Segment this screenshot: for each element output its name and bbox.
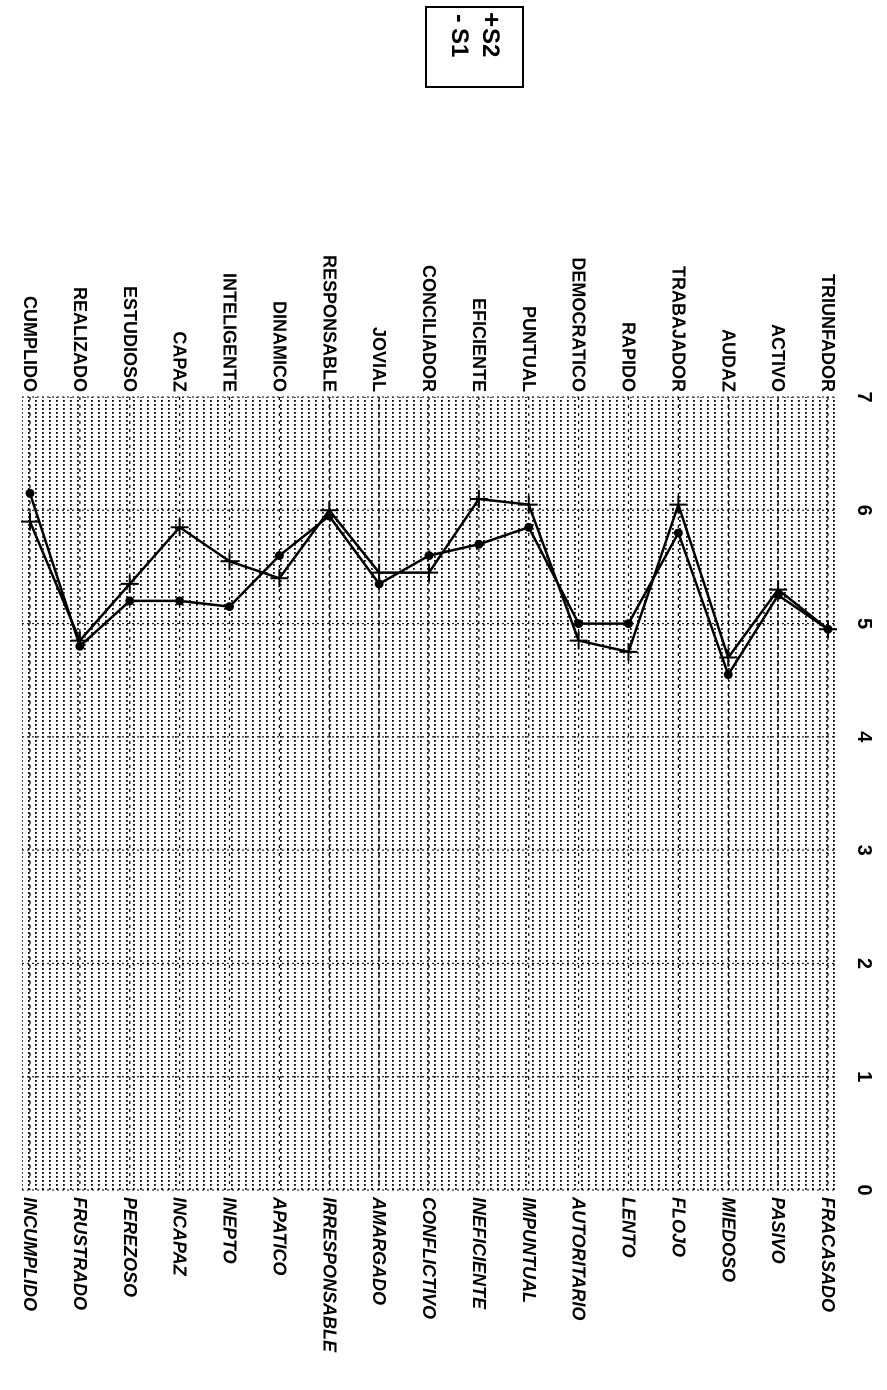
- right-category-labels: CUMPLIDO REALIZADO ESTUDIOSO CAPAZ INTELIGEN…: [20, 255, 838, 392]
- series-point-s1: [25, 488, 35, 498]
- left-pole-label: INEFICIENTE: [469, 1197, 489, 1310]
- series-point-s1: [274, 551, 284, 561]
- left-pole-label: CONFLICTIVO: [419, 1197, 439, 1319]
- left-pole-label: FRUSTRADO: [70, 1197, 90, 1310]
- series-point-s1: [574, 619, 584, 629]
- series-point-s1: [624, 619, 633, 629]
- left-pole-label: INEPTO: [220, 1197, 240, 1264]
- right-pole-label: AUDAZ: [718, 329, 738, 392]
- left-pole-label: FLOJO: [668, 1197, 688, 1257]
- series-point-s1: [175, 596, 185, 606]
- legend-s1-label: S1: [446, 28, 473, 57]
- series-point-s2: [370, 563, 389, 582]
- series-point-s1: [225, 602, 234, 612]
- left-pole-label: INCAPAZ: [170, 1197, 190, 1277]
- x-tick-label: 6: [853, 505, 875, 516]
- series-point-s2: [270, 569, 289, 588]
- series-point-s2: [220, 552, 239, 571]
- x-axis-ticks: 0 1 2 3 4 5 6 7: [853, 391, 875, 1195]
- right-pole-label: TRABAJADOR: [668, 266, 688, 392]
- legend-s1-marker: -: [446, 14, 476, 23]
- series-point-s1: [474, 539, 484, 549]
- right-pole-label: REALIZADO: [70, 287, 90, 392]
- series-point-s2: [719, 648, 738, 667]
- series-point-s2: [619, 642, 638, 661]
- left-pole-label: APATICO: [269, 1196, 289, 1275]
- series-point-s1: [125, 596, 135, 606]
- right-pole-label: CUMPLIDO: [20, 296, 40, 392]
- right-pole-label: JOVIAL: [369, 327, 389, 392]
- x-tick-label: 1: [853, 1071, 875, 1082]
- x-tick-label: 7: [853, 391, 875, 402]
- left-pole-label: MIEDOSO: [718, 1197, 738, 1282]
- right-pole-label: ACTIVO: [768, 324, 788, 392]
- legend: - S1 + S2: [425, 6, 524, 88]
- right-pole-label: DEMOCRATICO: [569, 257, 589, 392]
- right-pole-label: DINAMICO: [269, 301, 289, 392]
- series-point-s2: [70, 631, 89, 650]
- right-pole-label: TRIUNFADOR: [818, 274, 838, 392]
- series-point-s2: [320, 501, 339, 520]
- legend-box: [425, 6, 524, 88]
- left-pole-label: INCUMPLIDO: [20, 1197, 40, 1311]
- legend-s2-marker: +: [477, 12, 507, 27]
- series-point-s2: [120, 574, 139, 593]
- left-pole-label: IRRESPONSABLE: [319, 1197, 339, 1353]
- series-point-s2: [420, 563, 438, 582]
- x-tick-label: 0: [853, 1184, 875, 1195]
- series-lines: [21, 488, 837, 680]
- right-pole-label: PUNTUAL: [519, 306, 539, 392]
- x-tick-label: 2: [853, 958, 875, 969]
- series-point-s2: [769, 580, 788, 599]
- x-tick-label: 4: [853, 731, 875, 743]
- right-pole-label: ESTUDIOSO: [120, 286, 140, 392]
- series-point-s2: [669, 495, 688, 514]
- right-pole-label: RAPIDO: [619, 322, 639, 392]
- plot-dot-fill: [22, 397, 836, 1190]
- left-pole-label: FRACASADO: [818, 1197, 838, 1312]
- left-pole-label: PASIVO: [768, 1197, 788, 1264]
- series-point-s1: [424, 551, 434, 561]
- left-pole-label: AMARGADO: [369, 1196, 389, 1305]
- series-point-s1: [374, 579, 384, 589]
- left-category-labels: INCUMPLIDO FRUSTRADO PEREZOSO INCAPAZ INEPTO…: [20, 1196, 838, 1353]
- series-point-s2: [21, 512, 39, 531]
- series-point-s2: [569, 631, 588, 650]
- right-pole-label: CAPAZ: [170, 331, 190, 392]
- right-pole-label: RESPONSABLE: [319, 255, 339, 392]
- right-pole-label: CONCILIADOR: [419, 265, 439, 392]
- plot-area: [22, 397, 836, 1190]
- grid-lines: [22, 396, 836, 1191]
- right-pole-label: EFICIENTE: [469, 298, 489, 392]
- left-pole-label: PEREZOSO: [120, 1197, 140, 1297]
- x-tick-label: 3: [853, 845, 875, 856]
- series-point-s1: [524, 522, 534, 532]
- right-pole-label: INTELIGENTE: [220, 273, 240, 392]
- x-tick-label: 5: [853, 618, 875, 629]
- series-point-s2: [819, 620, 837, 639]
- left-pole-label: LENTO: [619, 1197, 639, 1258]
- left-pole-label: AUTORITARIO: [569, 1196, 589, 1320]
- series-point-s2: [469, 489, 488, 508]
- series-point-s1: [723, 670, 733, 680]
- series-point-s2: [519, 495, 538, 514]
- series-point-s2: [170, 518, 189, 537]
- series-point-s1: [673, 528, 683, 538]
- left-pole-label: IMPUNTUAL: [519, 1197, 539, 1303]
- legend-s2-label: S2: [477, 28, 504, 57]
